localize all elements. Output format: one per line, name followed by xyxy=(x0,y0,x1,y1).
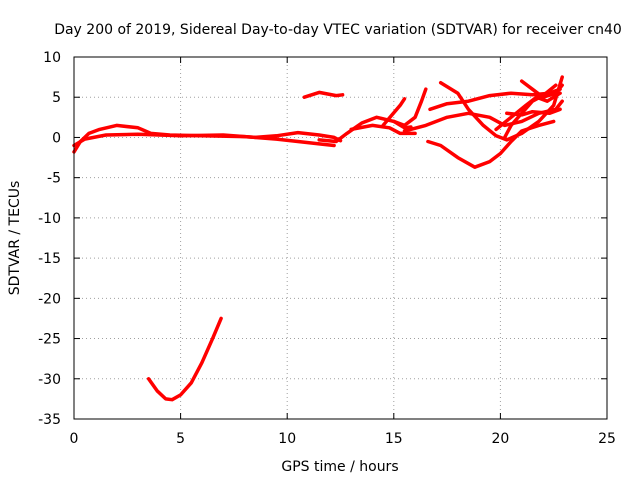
series-trace-12 xyxy=(502,83,558,140)
chart-title: Day 200 of 2019, Sidereal Day-to-day VTE… xyxy=(54,22,622,38)
x-tick-label: 10 xyxy=(278,431,296,447)
series-trace-13 xyxy=(494,91,562,132)
plot-frame xyxy=(73,56,608,420)
series-trace-14 xyxy=(505,107,562,117)
series-trace-4 xyxy=(317,115,413,144)
y-tick-label: -20 xyxy=(38,291,61,307)
y-tick-label: 10 xyxy=(43,50,61,66)
tick-marks xyxy=(73,56,608,420)
y-tick-label: -5 xyxy=(47,171,61,187)
series-trace-15 xyxy=(519,79,564,99)
y-tick-label: 0 xyxy=(52,130,61,146)
y-axis-title: SDTVAR / TECUs xyxy=(7,181,23,296)
y-tick-label: -35 xyxy=(38,412,61,428)
y-tick-label: -15 xyxy=(38,251,61,267)
grid-lines xyxy=(74,57,607,419)
series-trace-16 xyxy=(146,316,223,402)
x-tick-label: 25 xyxy=(598,431,616,447)
series-trace-5 xyxy=(349,123,417,136)
y-tick-label: -25 xyxy=(38,332,61,348)
series-trace-2 xyxy=(72,130,343,148)
series-trace-7 xyxy=(392,87,428,128)
x-tick-labels: 0 5 10 15 20 25 xyxy=(70,431,616,447)
x-tick-label: 5 xyxy=(176,431,185,447)
series-layer xyxy=(72,75,564,402)
series-trace-11 xyxy=(426,119,556,169)
y-tick-label: -30 xyxy=(38,372,61,388)
x-tick-label: 15 xyxy=(385,431,403,447)
x-tick-label: 0 xyxy=(70,431,79,447)
y-tick-labels: -35 -30 -25 -20 -15 -10 -5 0 5 10 xyxy=(38,50,61,428)
y-tick-label: 5 xyxy=(52,90,61,106)
x-tick-label: 20 xyxy=(491,431,509,447)
series-trace-3 xyxy=(302,90,345,99)
x-axis-title: GPS time / hours xyxy=(281,459,398,475)
y-tick-label: -10 xyxy=(38,211,61,227)
series-trace-6 xyxy=(381,97,407,128)
